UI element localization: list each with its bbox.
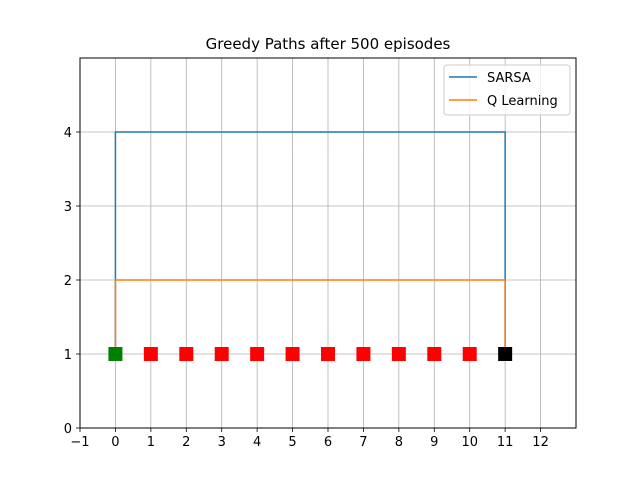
x-tick-label-1: 0 [111,435,119,450]
cliff-marker-2 [214,347,229,361]
grid-cell-markers [108,347,513,361]
y-tick-label-3: 3 [64,200,72,215]
cliff-marker-1 [179,347,194,361]
series-lines [114,131,506,354]
x-tick-label-3: 2 [182,435,190,450]
chart-title: Greedy Paths after 500 episodes [206,35,451,53]
x-tick-label-10: 9 [430,435,438,450]
x-tick-label-4: 3 [218,435,226,450]
y-tick-label-0: 0 [64,422,72,437]
cliff-marker-6 [356,347,371,361]
x-tick-label-6: 5 [288,435,296,450]
start-marker [108,347,123,361]
cliff-marker-3 [250,347,265,361]
x-tick-label-2: 1 [147,435,155,450]
legend: SARSA Q Learning [443,64,571,116]
y-tick-label-1: 1 [64,348,72,363]
cliff-marker-8 [427,347,442,361]
cliff-marker-5 [321,347,335,361]
series-line-0 [114,131,506,354]
x-tick-label-8: 7 [359,435,367,450]
x-tick-label-9: 8 [395,435,403,450]
x-tick-label-5: 4 [253,435,261,450]
cliff-marker-4 [285,347,300,361]
x-tick-label-13: 12 [532,435,549,450]
x-tick-label-7: 6 [324,435,332,450]
cliff-marker-9 [462,347,477,361]
x-tick-label-0: −1 [70,435,89,450]
y-tick-label-2: 2 [64,274,72,289]
legend-label-0: SARSA [487,71,531,86]
legend-label-1: Q Learning [487,94,558,109]
y-tick-label-4: 4 [64,126,72,141]
x-tick-label-11: 10 [461,435,478,450]
cliff-marker-0 [143,347,158,361]
cliff-marker-7 [391,347,406,361]
x-tick-label-12: 11 [497,435,514,450]
series-line-1 [114,279,506,354]
goal-marker [498,347,513,361]
